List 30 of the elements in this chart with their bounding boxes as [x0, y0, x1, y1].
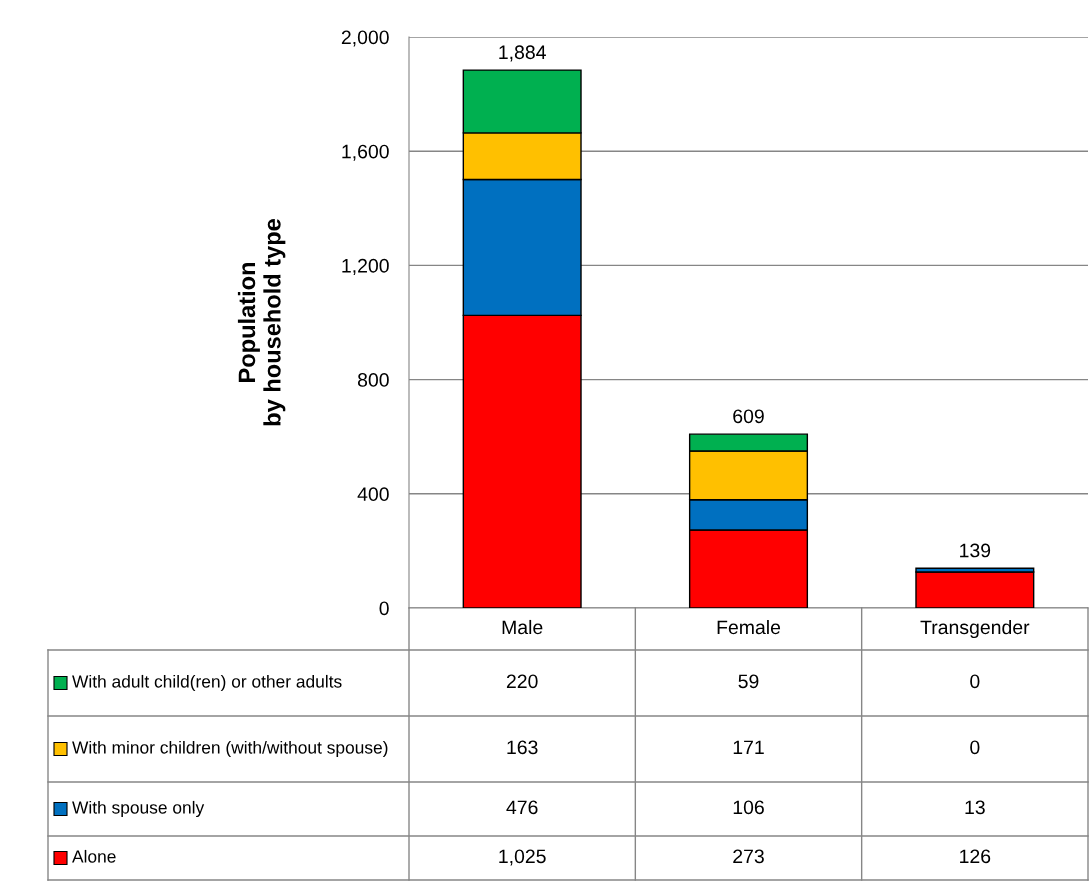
y-tick-label: 800 — [357, 373, 389, 387]
y-tick-label: 400 — [357, 487, 389, 502]
data-label: 106 — [733, 800, 764, 815]
data-label: 13 — [965, 800, 985, 815]
bar — [915, 571, 1035, 608]
legend-label: With spouse only — [72, 800, 205, 818]
data-label: 171 — [733, 740, 764, 755]
y-tick-label: 0 — [379, 601, 389, 616]
x-tick-label: Transgender — [920, 619, 1030, 639]
x-tick-label: Female — [717, 619, 781, 635]
total-label: 139 — [960, 543, 991, 558]
total-label: 1,884 — [499, 45, 546, 62]
y-axis-title: Population by household type — [237, 219, 286, 426]
data-label: 220 — [506, 674, 538, 689]
data-label: 273 — [733, 849, 764, 864]
x-tick-label: Male — [502, 619, 543, 635]
data-label: 126 — [960, 849, 991, 864]
legend-label: With adult child(ren) or other adults — [72, 674, 342, 692]
data-label: 476 — [506, 800, 538, 815]
data-label: 59 — [738, 674, 759, 689]
y-tick-label: 1,200 — [342, 258, 389, 275]
legend-label: Alone — [72, 849, 116, 863]
data-label: 0 — [970, 674, 980, 689]
y-tick-label: 1,600 — [342, 144, 389, 161]
legend-label: With minor children (with/without spouse) — [72, 740, 388, 758]
data-label: 163 — [507, 740, 538, 755]
y-tick-label: 2,000 — [341, 30, 389, 47]
data-label: 1,025 — [499, 849, 546, 866]
total-label: 609 — [733, 409, 764, 424]
data-label: 0 — [970, 740, 980, 755]
